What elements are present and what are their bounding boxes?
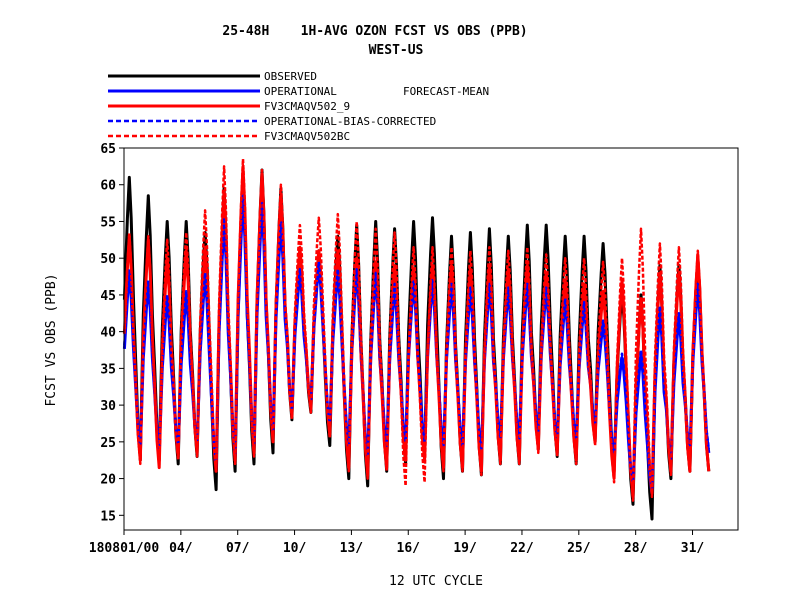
y-tick-label: 55: [100, 215, 116, 230]
y-tick-label: 20: [100, 473, 116, 488]
x-tick-label: 10/: [283, 541, 307, 556]
y-tick-label: 60: [100, 179, 116, 194]
x-tick-label: 13/: [340, 541, 364, 556]
chart-subtitle: WEST-US: [369, 43, 424, 58]
x-tick-label: 180801/00: [89, 541, 160, 556]
y-tick-label: 45: [100, 289, 116, 304]
y-tick-label: 50: [100, 252, 116, 267]
legend-label-operational: OPERATIONAL: [264, 85, 337, 98]
y-tick-label: 35: [100, 362, 116, 377]
x-tick-label: 25/: [567, 541, 591, 556]
series-line-operational-bias-corrected: [123, 194, 711, 491]
axes: 15 20 25 30 35 40 45 50 55 60 65 180801/00 04/07/10/…: [89, 142, 739, 556]
x-tick-label: 19/: [453, 541, 477, 556]
chart-title: 25-48H 1H-AVG OZON FCST VS OBS (PPB): [222, 24, 527, 39]
y-tick-label: 65: [100, 142, 116, 157]
plot-frame: [123, 147, 739, 531]
legend-label-operational-bias-corrected: OPERATIONAL-BIAS-CORRECTED: [264, 115, 436, 128]
y-tick-label: 40: [100, 326, 116, 341]
x-axis-label: 12 UTC CYCLE: [389, 574, 483, 589]
x-tick-label: 07/: [226, 541, 250, 556]
y-tick-label: 30: [100, 399, 116, 414]
legend: OBSERVED OPERATIONAL FORECAST-MEAN FV3CM…: [108, 70, 489, 143]
y-tick-label: 25: [100, 436, 116, 451]
legend-note: FORECAST-MEAN: [403, 85, 489, 98]
y-tick-label: 15: [100, 509, 116, 524]
series-line-fv3cmaqv502bc: [123, 157, 711, 502]
series-layer: [122, 157, 711, 521]
x-tick-label: 22/: [510, 541, 534, 556]
x-tick-label: 28/: [624, 541, 648, 556]
y-axis-label: FCST VS OBS (PPB): [44, 273, 59, 406]
legend-label-observed: OBSERVED: [264, 70, 317, 83]
legend-label-fv3cmaqv502bc: FV3CMAQV502BC: [264, 130, 350, 143]
x-tick-label: 04/: [169, 541, 193, 556]
x-tick-label: 31/: [681, 541, 705, 556]
x-tick-label: 16/: [397, 541, 421, 556]
legend-label-fv3cmaqv502-9: FV3CMAQV502_9: [264, 100, 350, 113]
